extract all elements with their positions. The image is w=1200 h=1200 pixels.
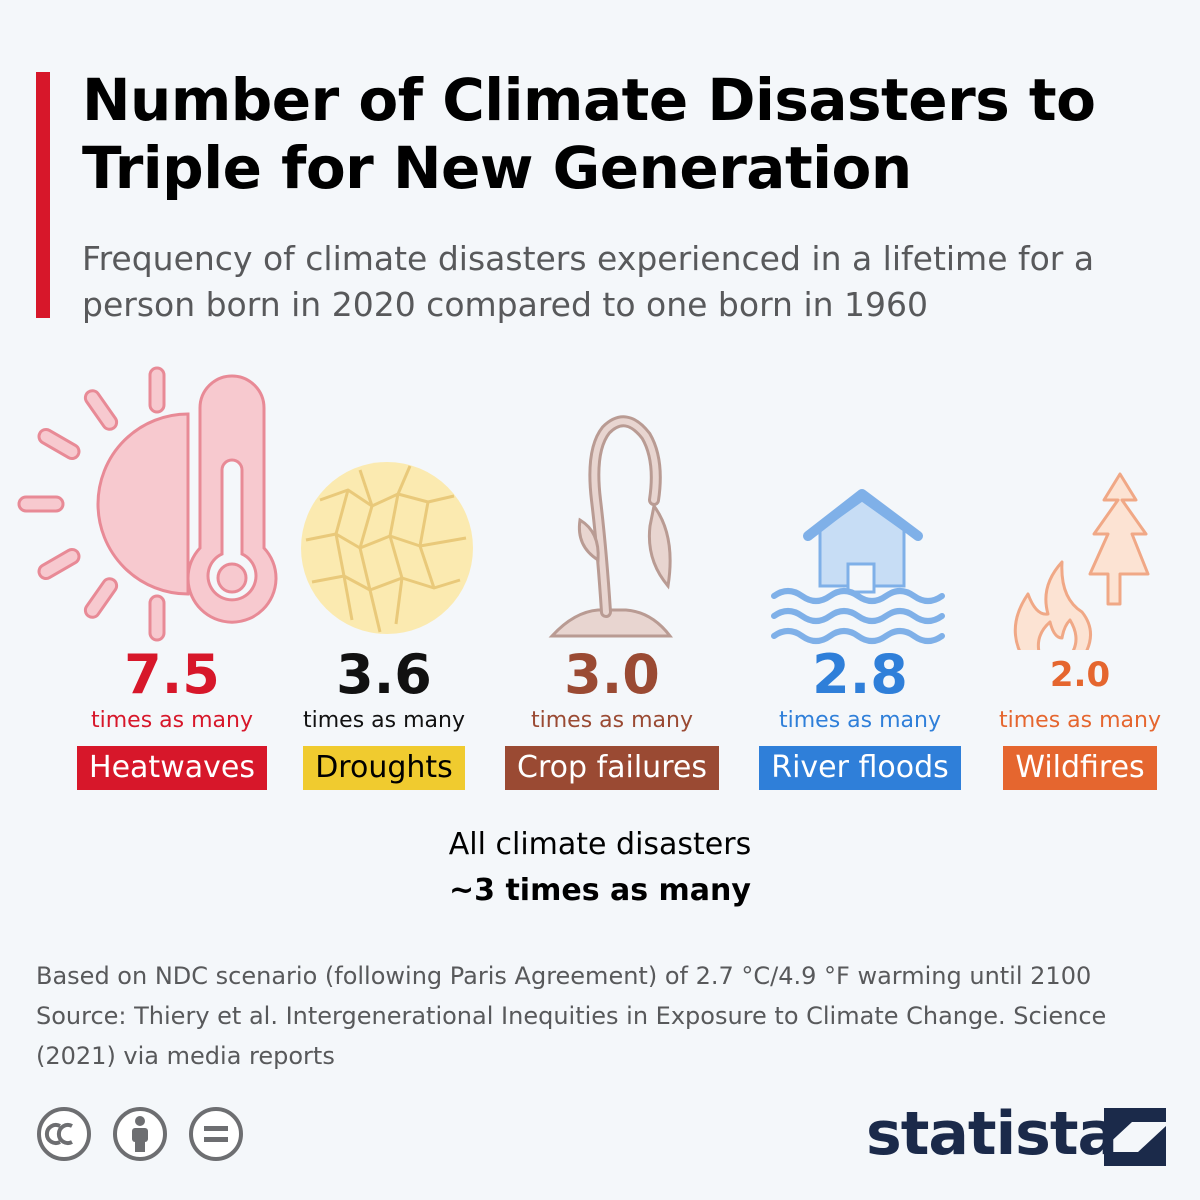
heatwave-icon bbox=[17, 366, 278, 642]
value-label: 2.8 bbox=[812, 643, 908, 706]
river-flood-icon bbox=[771, 489, 945, 644]
value-label: 2.0 bbox=[1049, 655, 1111, 695]
summary-label: All climate disasters bbox=[448, 827, 752, 862]
stat-heatwaves: 7.5 times as many Heatwaves bbox=[60, 640, 284, 790]
unit-label: times as many bbox=[999, 708, 1161, 733]
stat-droughts: 3.6 times as many Droughts bbox=[288, 640, 480, 790]
unit-label: times as many bbox=[779, 708, 941, 733]
license-icons bbox=[37, 1107, 243, 1161]
chart-title: Number of Climate Disasters to Triple fo… bbox=[82, 66, 1096, 202]
value-label: 7.5 bbox=[124, 643, 220, 706]
category-badge: Heatwaves bbox=[77, 746, 267, 790]
icon-row bbox=[17, 366, 1150, 650]
stat-crop-failures: 3.0 times as many Crop failures bbox=[488, 640, 736, 790]
footnote-source: Source: Thiery et al. Intergenerational … bbox=[36, 1002, 1107, 1070]
wildfire-icon bbox=[1013, 472, 1150, 650]
no-derivatives-icon[interactable] bbox=[189, 1107, 243, 1161]
drought-icon bbox=[301, 462, 473, 634]
unit-label: times as many bbox=[91, 708, 253, 733]
footnote-note: Based on NDC scenario (following Paris A… bbox=[36, 962, 1092, 990]
crop-failure-icon bbox=[548, 415, 674, 638]
category-badge: Wildfires bbox=[1003, 746, 1157, 790]
summary-value: ~3 times as many bbox=[449, 873, 751, 908]
footnote: Based on NDC scenario (following Paris A… bbox=[36, 956, 1176, 1076]
unit-label: times as many bbox=[531, 708, 693, 733]
attribution-icon[interactable] bbox=[113, 1107, 167, 1161]
category-badge: Droughts bbox=[303, 746, 465, 790]
category-badge: River floods bbox=[759, 746, 961, 790]
value-label: 3.6 bbox=[336, 643, 432, 706]
chart-subtitle: Frequency of climate disasters experienc… bbox=[82, 239, 1095, 324]
cc-icon[interactable] bbox=[37, 1107, 91, 1161]
category-badge: Crop failures bbox=[505, 746, 719, 790]
stat-wildfires: 2.0 times as many Wildfires bbox=[984, 640, 1176, 790]
statista-logo-mark-icon[interactable] bbox=[1104, 1108, 1166, 1166]
stat-river-floods: 2.8 times as many River floods bbox=[744, 640, 976, 790]
unit-label: times as many bbox=[303, 708, 465, 733]
accent-bar bbox=[36, 72, 50, 318]
value-label: 3.0 bbox=[564, 643, 660, 706]
statista-logo[interactable]: statista bbox=[866, 1099, 1118, 1169]
